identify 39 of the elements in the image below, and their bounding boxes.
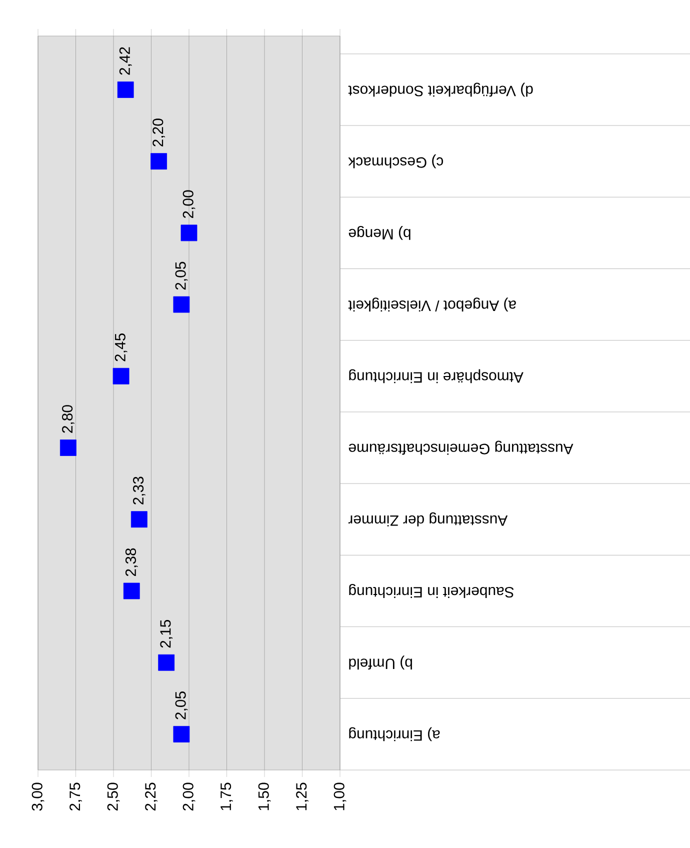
y-tick-label: c) Geschmack [348, 154, 444, 168]
y-tick-label: Atmosphäre in Einrichtung [349, 369, 524, 384]
point [158, 654, 175, 671]
y-tick-label: b) Menge [348, 226, 410, 240]
point [130, 511, 148, 528]
point [123, 582, 140, 600]
y-tick-label: a) Einrichtung [349, 727, 440, 742]
x-tick-label: 2,50 [107, 782, 120, 811]
x-tick-label: 2,75 [70, 782, 82, 811]
x-tick-label: 2,00 [182, 782, 196, 811]
y-tick-label: Ausstattung der Zimmer [348, 512, 508, 526]
data-label: 2,00 [182, 190, 196, 218]
y-tick-label: a) Angebot / Vielseitigkeit [348, 298, 516, 312]
data-label: 2,38 [125, 548, 138, 576]
data-label: 2,45 [114, 334, 128, 362]
y-tick-label: b) Umfeld [349, 656, 412, 670]
y-tick-label: Ausstattung Gemeinschaftsräume [348, 440, 574, 455]
point [173, 726, 190, 742]
x-tick-label: 3,00 [32, 782, 44, 811]
data-label: 2,20 [152, 118, 165, 146]
x-tick-label: 2,25 [145, 782, 158, 811]
point [112, 368, 130, 384]
data-label: 2,15 [160, 620, 173, 648]
data-label: 2,05 [175, 692, 188, 720]
point [117, 82, 134, 98]
point [173, 296, 190, 313]
x-tick-label: 1,25 [296, 782, 308, 810]
data-label: 2,33 [132, 476, 146, 504]
point [60, 440, 76, 456]
data-label: 2,05 [175, 262, 188, 290]
point [150, 153, 167, 170]
data-label: 2,80 [62, 405, 74, 433]
y-tick-label: Sauberkeit in Einrichtung [349, 584, 514, 598]
x-tick-label: 1,50 [258, 782, 271, 810]
point [180, 224, 198, 242]
x-tick-label: 1,00 [334, 782, 346, 810]
data-label: 2,42 [119, 47, 132, 75]
x-tick-label: 1,75 [220, 782, 233, 810]
y-tick-label: d) Verfügbarkeit Sonderkost [348, 82, 533, 97]
